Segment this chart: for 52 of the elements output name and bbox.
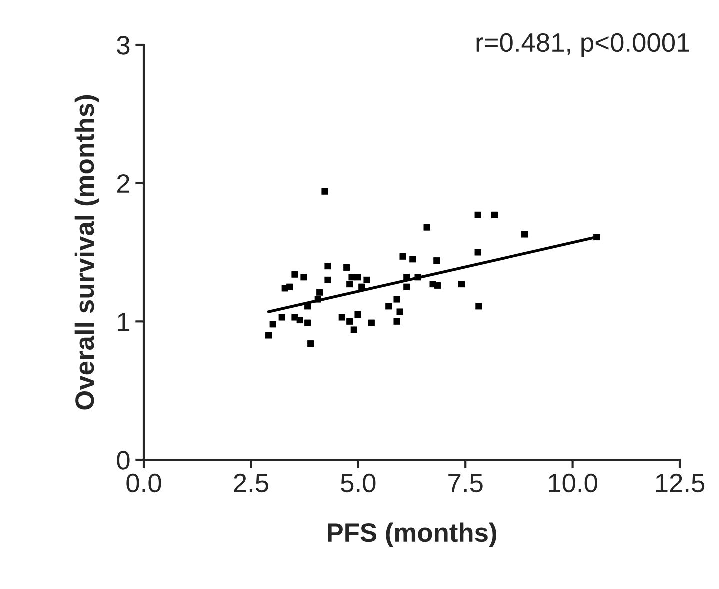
point (350, 326, 358, 334)
x-tick-label: 10.0 (549, 474, 598, 493)
y-axis-title: Overall survival (months) (74, 95, 100, 410)
x-tick-label: 12.5 (656, 474, 705, 493)
point (308, 340, 314, 348)
y-tick-label: 0 (117, 451, 130, 470)
point (476, 303, 482, 310)
point (296, 317, 304, 324)
point (364, 276, 370, 284)
point (304, 320, 312, 326)
point (324, 263, 332, 270)
point (348, 274, 356, 281)
point (474, 249, 482, 256)
point (354, 274, 362, 281)
point (522, 231, 528, 238)
point (386, 303, 392, 310)
point (322, 188, 328, 195)
point (492, 212, 498, 218)
point (300, 274, 308, 281)
x-tick-label: 2.5 (234, 474, 268, 493)
point (394, 296, 400, 303)
point (396, 308, 404, 316)
point (474, 212, 482, 218)
point (292, 271, 298, 278)
annotation: r=0.481, p<0.0001 (476, 33, 690, 58)
point (338, 314, 346, 321)
point (404, 284, 410, 290)
x-axis-title: PFS (months) (328, 522, 496, 548)
point (324, 276, 332, 284)
point (354, 311, 362, 318)
x-tick-label: 0.0 (126, 474, 162, 493)
point (316, 289, 324, 296)
y-tick-label: 1 (118, 313, 130, 332)
point (458, 281, 465, 288)
x-tick-label: 7.5 (448, 474, 483, 493)
point (346, 318, 354, 325)
point (410, 256, 416, 263)
point (286, 284, 294, 290)
point (344, 264, 350, 271)
point (270, 321, 276, 328)
point (400, 253, 406, 260)
point (278, 314, 286, 321)
point (434, 258, 440, 264)
point (424, 224, 430, 231)
point (434, 282, 441, 289)
point (368, 320, 375, 326)
x-tick-label: 5.0 (341, 474, 376, 493)
point (394, 318, 400, 325)
point (346, 281, 354, 288)
y-tick-label: 2 (117, 174, 130, 193)
y-tick-label: 3 (117, 36, 130, 55)
point (266, 332, 272, 339)
